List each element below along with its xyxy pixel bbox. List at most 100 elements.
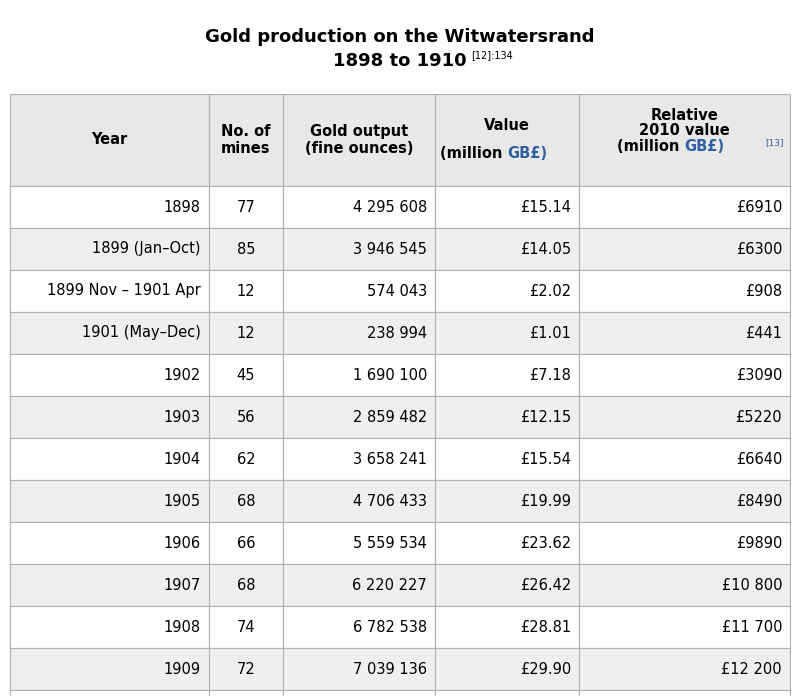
Text: 3 946 545: 3 946 545 <box>354 242 427 257</box>
Bar <box>209 354 283 396</box>
Text: 1899 Nov – 1901 Apr: 1899 Nov – 1901 Apr <box>47 283 201 299</box>
Text: £441: £441 <box>745 326 782 340</box>
Bar <box>435 648 579 690</box>
Bar <box>283 480 435 522</box>
Text: 74: 74 <box>237 619 255 635</box>
Bar <box>579 94 790 186</box>
Text: [12]:134: [12]:134 <box>471 50 513 60</box>
Bar <box>209 396 283 438</box>
Text: (million: (million <box>618 139 685 154</box>
Text: 5 559 534: 5 559 534 <box>354 535 427 551</box>
Text: £15.54: £15.54 <box>521 452 571 466</box>
Bar <box>283 186 435 228</box>
Bar <box>283 354 435 396</box>
Text: 6 220 227: 6 220 227 <box>352 578 427 592</box>
Text: £908: £908 <box>745 283 782 299</box>
Bar <box>10 606 209 648</box>
Bar <box>209 522 283 564</box>
Text: £1.01: £1.01 <box>530 326 571 340</box>
Bar <box>435 228 579 270</box>
Text: 1907: 1907 <box>164 578 201 592</box>
Text: 238 994: 238 994 <box>367 326 427 340</box>
Bar <box>435 480 579 522</box>
Bar <box>10 396 209 438</box>
Text: 1899 (Jan–Oct): 1899 (Jan–Oct) <box>93 242 201 257</box>
Bar <box>579 354 790 396</box>
Bar <box>209 690 283 696</box>
Bar <box>10 312 209 354</box>
Text: 77: 77 <box>237 200 255 214</box>
Text: 4 295 608: 4 295 608 <box>353 200 427 214</box>
Text: 3 658 241: 3 658 241 <box>353 452 427 466</box>
Text: £6300: £6300 <box>736 242 782 257</box>
Bar <box>579 564 790 606</box>
Text: 1898 to 1910: 1898 to 1910 <box>333 52 467 70</box>
Text: 12: 12 <box>237 283 255 299</box>
Bar <box>435 522 579 564</box>
Bar <box>10 564 209 606</box>
Text: £11 700: £11 700 <box>722 619 782 635</box>
Bar <box>10 690 209 696</box>
Bar <box>435 438 579 480</box>
Bar <box>209 648 283 690</box>
Bar <box>435 270 579 312</box>
Text: 1906: 1906 <box>164 535 201 551</box>
Bar <box>10 270 209 312</box>
Text: £9890: £9890 <box>736 535 782 551</box>
Text: Year: Year <box>91 132 127 148</box>
Bar <box>579 648 790 690</box>
Bar <box>283 648 435 690</box>
Text: 72: 72 <box>237 661 255 677</box>
Text: 1902: 1902 <box>164 367 201 383</box>
Bar <box>209 228 283 270</box>
Text: £15.14: £15.14 <box>521 200 571 214</box>
Bar <box>10 186 209 228</box>
Text: 2 859 482: 2 859 482 <box>353 409 427 425</box>
Text: No. of
mines: No. of mines <box>221 124 270 156</box>
Text: GB£): GB£) <box>685 139 725 154</box>
Text: £14.05: £14.05 <box>520 242 571 257</box>
Bar <box>283 396 435 438</box>
Bar <box>579 270 790 312</box>
Bar <box>10 94 209 186</box>
Bar <box>209 606 283 648</box>
Text: 1908: 1908 <box>164 619 201 635</box>
Text: £3090: £3090 <box>736 367 782 383</box>
Bar <box>579 522 790 564</box>
Text: 66: 66 <box>237 535 255 551</box>
Text: £10 800: £10 800 <box>722 578 782 592</box>
Text: Gold production on the Witwatersrand: Gold production on the Witwatersrand <box>206 28 594 46</box>
Text: £23.62: £23.62 <box>520 535 571 551</box>
Bar <box>283 522 435 564</box>
Bar <box>579 690 790 696</box>
Text: 45: 45 <box>237 367 255 383</box>
Text: Relative: Relative <box>651 108 718 123</box>
Text: £2.02: £2.02 <box>530 283 571 299</box>
Bar <box>435 312 579 354</box>
Bar <box>435 396 579 438</box>
Bar <box>435 94 579 186</box>
Text: 4 706 433: 4 706 433 <box>353 493 427 509</box>
Bar <box>579 396 790 438</box>
Bar <box>579 186 790 228</box>
Bar <box>283 606 435 648</box>
Bar <box>435 564 579 606</box>
Bar <box>10 354 209 396</box>
Bar <box>283 564 435 606</box>
Bar <box>10 480 209 522</box>
Bar <box>10 648 209 690</box>
Text: £12.15: £12.15 <box>520 409 571 425</box>
Bar <box>209 270 283 312</box>
Text: £19.99: £19.99 <box>521 493 571 509</box>
Bar <box>435 354 579 396</box>
Text: GB£): GB£) <box>507 146 547 161</box>
Text: £29.90: £29.90 <box>520 661 571 677</box>
Text: (million: (million <box>440 146 507 161</box>
Bar <box>209 186 283 228</box>
Bar <box>209 312 283 354</box>
Text: £7.18: £7.18 <box>530 367 571 383</box>
Bar <box>283 312 435 354</box>
Bar <box>435 606 579 648</box>
Text: 1 690 100: 1 690 100 <box>353 367 427 383</box>
Text: 56: 56 <box>237 409 255 425</box>
